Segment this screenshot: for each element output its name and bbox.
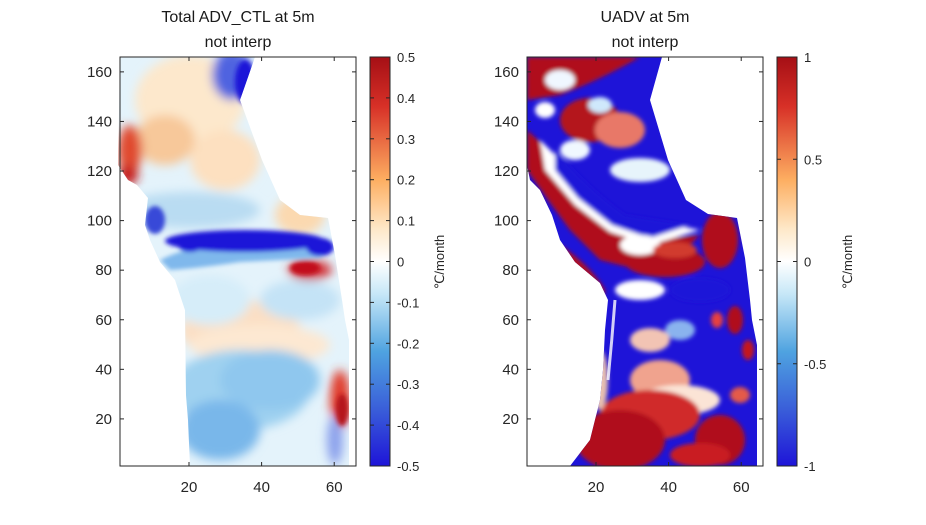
right-title: UADV at 5m [601, 9, 690, 26]
x-tick-label: 20 [588, 479, 605, 496]
left-title: Total ADV_CTL at 5m [161, 9, 314, 26]
y-tick-label: 160 [87, 64, 112, 81]
colorbar-tick-label: 0 [397, 255, 404, 270]
colorbar-tick-label: 0.2 [397, 173, 415, 188]
colorbar-tick-label: 0.5 [397, 50, 415, 65]
colorbar-tick-label: -1 [804, 459, 816, 474]
colorbar-tick-label: 0 [804, 255, 811, 270]
left-subtitle: not interp [205, 34, 272, 51]
y-tick-label: 40 [95, 361, 112, 378]
y-tick-label: 100 [87, 213, 112, 230]
colorbar-tick-label: 1 [804, 50, 811, 65]
colorbar-tick-label: 0.5 [804, 152, 822, 167]
y-tick-label: 80 [502, 262, 519, 279]
y-tick-label: 60 [502, 312, 519, 329]
x-tick-label: 20 [181, 479, 198, 496]
colorbar-tick-label: 0.4 [397, 91, 415, 106]
y-tick-label: 140 [87, 113, 112, 130]
colorbar-tick-label: -0.2 [397, 336, 419, 351]
x-tick-label: 60 [326, 479, 343, 496]
y-tick-label: 20 [502, 411, 519, 428]
y-tick-label: 40 [502, 361, 519, 378]
right-colorbar: 1 0.5 0 -0.5 -1 ℃/month [777, 50, 855, 474]
colorbar-tick-label: -0.5 [804, 357, 826, 372]
colorbar-tick-label: -0.4 [397, 418, 419, 433]
right-subtitle: not interp [612, 34, 679, 51]
y-tick-label: 120 [494, 163, 519, 180]
y-tick-label: 120 [87, 163, 112, 180]
x-tick-label: 40 [253, 479, 270, 496]
colorbar-tick-label: 0.1 [397, 214, 415, 229]
x-tick-label: 60 [733, 479, 750, 496]
x-tick-label: 40 [660, 479, 677, 496]
colorbar-tick-label: 0.3 [397, 132, 415, 147]
y-tick-label: 140 [494, 113, 519, 130]
colorbar-tick-label: -0.1 [397, 295, 419, 310]
colorbar-tick-label: -0.3 [397, 377, 419, 392]
y-tick-label: 20 [95, 411, 112, 428]
right-panel: 20 40 60 20 40 60 80 100 120 140 160 UADV at 5m n… [494, 9, 855, 496]
left-colorbar: 0.5 0.4 0.3 0.2 0.1 0 -0.1 -0.2 -0.3 -0.4 -0.5 ℃/m… [370, 50, 447, 474]
y-tick-label: 60 [95, 312, 112, 329]
left-panel: 20 40 60 20 40 60 80 100 120 140 160 Total ADV_CT… [87, 9, 447, 496]
y-tick-label: 100 [494, 213, 519, 230]
left-colorbar-label: ℃/month [432, 235, 447, 289]
y-tick-label: 80 [95, 262, 112, 279]
right-colorbar-label: ℃/month [840, 235, 855, 289]
colorbar-tick-label: -0.5 [397, 459, 419, 474]
y-tick-label: 160 [494, 64, 519, 81]
